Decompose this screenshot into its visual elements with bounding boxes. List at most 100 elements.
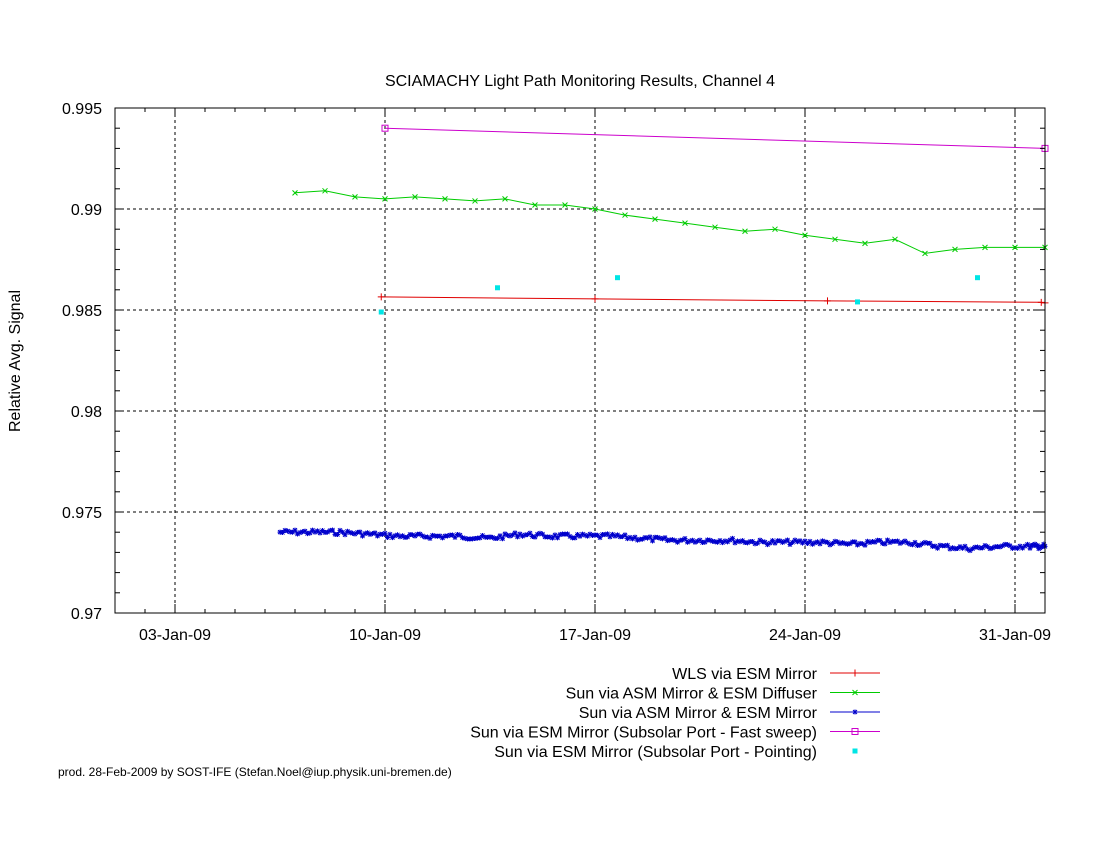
series-point	[405, 534, 410, 540]
series-point	[540, 531, 545, 537]
series-point	[727, 537, 733, 543]
legend-marker	[851, 728, 859, 735]
series-point	[295, 531, 300, 537]
x-tick-label: 17-Jan-09	[559, 627, 631, 644]
y-tick-label: 0.995	[62, 101, 102, 118]
series-point	[650, 538, 655, 544]
series-point	[382, 196, 388, 202]
series-point	[685, 539, 690, 545]
series-point	[855, 542, 860, 548]
series-point	[982, 543, 988, 549]
series-point	[870, 538, 875, 544]
series-point	[795, 539, 800, 545]
footer-credit: prod. 28-Feb-2009 by SOST-IFE (Stefan.No…	[58, 765, 452, 779]
legend-marker	[851, 669, 859, 677]
series-point	[902, 538, 908, 544]
series-point	[862, 240, 868, 247]
series-point	[1022, 543, 1028, 549]
series-point	[840, 540, 845, 546]
series-point	[865, 538, 870, 544]
series-point	[622, 532, 628, 538]
series-point	[327, 528, 333, 534]
series-point	[547, 534, 553, 540]
series-point	[847, 540, 853, 546]
series-point	[982, 244, 988, 251]
series-point	[375, 533, 380, 539]
series-point	[1015, 545, 1020, 551]
series-point	[975, 275, 980, 281]
series-point	[502, 196, 508, 202]
series-point	[337, 527, 343, 533]
series-point	[485, 534, 490, 540]
series-point	[927, 540, 933, 546]
series-5	[378, 275, 980, 315]
series-point	[810, 541, 815, 547]
series-point	[1012, 545, 1018, 551]
series-point	[715, 539, 720, 545]
series-point	[640, 536, 645, 542]
series-point	[690, 537, 695, 543]
series-point	[702, 539, 708, 545]
series-4	[381, 124, 1049, 152]
series-3	[277, 527, 1048, 554]
series-point	[455, 531, 460, 537]
series-point	[942, 543, 948, 549]
y-axis-label: Relative Avg. Signal	[7, 290, 24, 432]
series-point	[730, 535, 735, 541]
series-point	[780, 539, 785, 545]
series-point	[920, 541, 925, 547]
legend-item: Sun via ESM Mirror (Subsolar Port - Poin…	[494, 744, 858, 761]
series-point	[695, 538, 700, 544]
series-point	[372, 530, 378, 536]
series-point	[307, 530, 313, 536]
series-point	[1035, 543, 1040, 549]
series-point	[442, 196, 448, 202]
series-point	[537, 530, 543, 536]
series-point	[965, 546, 970, 552]
plot-frame	[114, 107, 1046, 614]
series-line	[384, 127, 1046, 149]
series-point	[1005, 542, 1010, 548]
series-point	[462, 535, 468, 541]
series-point	[900, 539, 905, 545]
series-point	[620, 534, 625, 540]
series-point	[322, 187, 328, 194]
series-point	[597, 535, 603, 541]
series-point	[807, 538, 813, 544]
series-point	[842, 541, 848, 547]
series-point	[837, 541, 843, 547]
series-point	[430, 532, 435, 538]
series-line	[381, 296, 1046, 304]
series-point	[632, 534, 638, 540]
series-point	[790, 539, 795, 545]
series-point	[855, 299, 860, 305]
series-point	[735, 538, 740, 544]
y-tick-label: 0.975	[62, 505, 102, 522]
series-point	[712, 539, 718, 545]
chart-title: SCIAMACHY Light Path Monitoring Results,…	[385, 73, 775, 90]
series-point	[532, 534, 538, 540]
series-point	[945, 542, 950, 548]
series-point	[352, 531, 358, 537]
series-point	[1041, 541, 1047, 547]
series-point	[887, 539, 893, 545]
series-point	[817, 541, 823, 547]
series-point	[877, 537, 883, 543]
series-point	[970, 546, 975, 552]
series-point	[767, 540, 773, 546]
series-point	[1025, 541, 1030, 547]
series-point	[342, 532, 348, 538]
series-point	[365, 530, 370, 536]
series-point	[712, 224, 718, 231]
series-point	[460, 535, 465, 541]
series-point	[722, 538, 728, 544]
series-point	[315, 528, 320, 534]
series-point	[922, 539, 928, 545]
series-point	[785, 537, 790, 543]
series-point	[615, 532, 620, 538]
series-point	[305, 531, 310, 537]
series-point	[772, 226, 778, 233]
series-point	[495, 535, 500, 541]
series-point	[400, 533, 405, 539]
series-point	[1007, 543, 1013, 549]
